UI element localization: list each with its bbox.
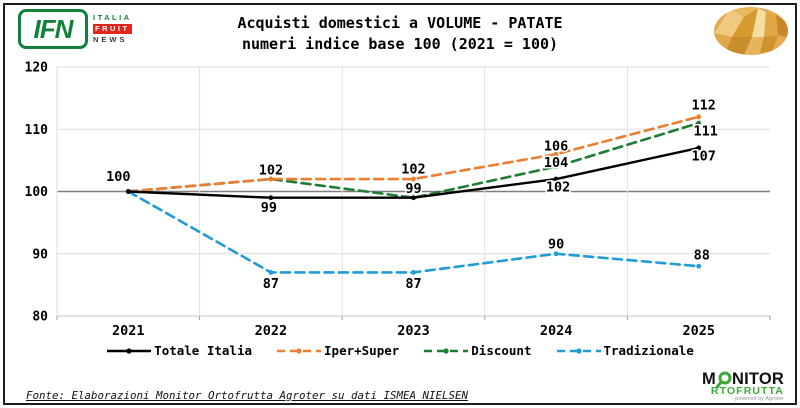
ifn-logo-acronym: IFN [33, 14, 74, 44]
series-tradizionale [125, 189, 702, 275]
data-point [411, 176, 416, 182]
data-label: 99 [261, 200, 277, 216]
data-label: 88 [694, 248, 710, 264]
data-point [411, 270, 416, 275]
data-labels: 100 99 99 102 107 102 102 106 112 104 111 87 87 90 88 [105, 96, 720, 294]
legend-line-sample [277, 347, 322, 354]
legend-item-discount: Discount [423, 343, 532, 358]
data-point [696, 263, 702, 269]
axis-labels: 80 90 100 110 120 2021 2022 2023 2024 2025 [25, 61, 715, 340]
y-tick-label: 110 [25, 123, 49, 138]
monitor-logo-m: M [702, 369, 716, 388]
magnifier-icon [715, 371, 732, 388]
x-tick-label: 2022 [255, 323, 288, 339]
ifn-logo-italia: ITALIA [93, 12, 132, 22]
legend-line-sample [424, 347, 469, 354]
data-label: 102 [259, 163, 283, 179]
data-label: 99 [405, 181, 421, 197]
legend-label-iper-super: Iper+Super [324, 343, 400, 358]
ifn-logo-news: NEWS [93, 35, 128, 45]
data-label: 112 [692, 97, 716, 113]
monitor-logo-powered-by: powered by Agroter [735, 396, 784, 402]
gridlines [56, 66, 771, 320]
legend-item-totale-italia: Totale Italia [106, 343, 252, 358]
source-note: Fonte: Elaborazioni Monitor Ortofrutta A… [26, 389, 469, 402]
data-point [125, 189, 131, 194]
data-point [553, 176, 559, 182]
ifn-logo-wordmark: ITALIA FRUIT NEWS [93, 12, 132, 45]
x-tick-label: 2021 [112, 323, 145, 339]
data-label: 107 [692, 148, 716, 164]
data-label: 111 [694, 124, 718, 140]
legend-item-iper-super: Iper+Super [276, 343, 399, 358]
legend-label-discount: Discount [471, 343, 532, 358]
legend-label-tradizionale: Tradizionale [603, 343, 694, 358]
x-tick-label: 2025 [682, 323, 715, 339]
y-tick-label: 80 [32, 310, 48, 325]
data-point [696, 145, 702, 151]
data-point [553, 151, 559, 157]
ifn-logo-box: IFN [18, 9, 88, 49]
chart-title: Acquisti domestici a VOLUME - PATATE num… [0, 13, 800, 54]
data-label: 90 [548, 236, 564, 252]
data-label: 104 [544, 155, 568, 171]
chart-title-line2: numeri indice base 100 (2021 = 100) [241, 34, 559, 53]
chart-legend: Totale Italia Iper+Super Discount Tradizion… [0, 343, 800, 358]
chart-title-line1: Acquisti domestici a VOLUME - PATATE [237, 14, 563, 32]
data-label: 106 [544, 139, 568, 155]
data-point [696, 120, 702, 126]
data-label: 87 [263, 276, 279, 292]
data-label: 102 [401, 162, 425, 178]
ifn-logo-fruit: FRUIT [93, 23, 132, 35]
monitor-logo-nitor: NITOR [731, 369, 784, 388]
monitor-logo-ortofrutta: RTOFRUTTA [710, 384, 784, 397]
x-tick-label: 2024 [540, 323, 573, 339]
data-label: 100 [106, 169, 130, 185]
data-point [411, 195, 416, 201]
data-point [268, 195, 274, 201]
data-label: 87 [405, 276, 421, 292]
legend-line-sample [107, 347, 152, 354]
y-tick-label: 90 [32, 247, 48, 262]
series-totale-italia [125, 145, 702, 201]
y-tick-label: 120 [25, 61, 49, 76]
data-point [696, 114, 702, 120]
legend-item-tradizionale: Tradizionale [556, 343, 694, 358]
x-tick-label: 2023 [397, 323, 430, 339]
data-point [553, 251, 559, 257]
monitor-logo-row1: M NITOR [702, 371, 784, 388]
data-label: 102 [546, 180, 570, 196]
y-tick-label: 100 [25, 185, 49, 200]
legend-line-sample [556, 347, 601, 354]
ifn-logo: IFN ITALIA FRUIT NEWS [18, 9, 132, 49]
potato-icon [714, 7, 788, 55]
data-point [268, 176, 274, 182]
data-point [268, 270, 274, 275]
monitor-ortofrutta-logo: M NITOR RTOFRUTTA powered by Agroter [702, 371, 784, 403]
data-point [553, 164, 559, 170]
legend-label-totale-italia: Totale Italia [154, 343, 253, 358]
